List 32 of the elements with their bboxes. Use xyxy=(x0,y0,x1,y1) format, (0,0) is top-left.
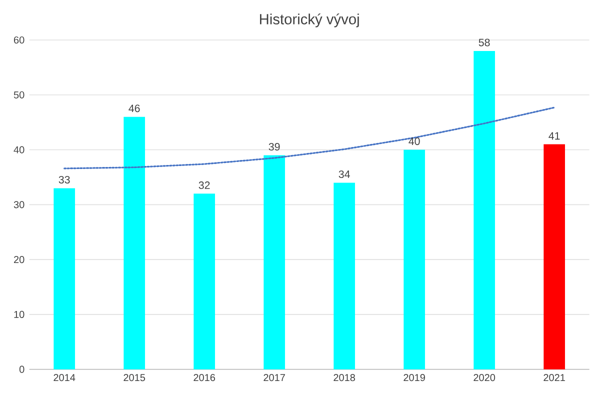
data-label: 32 xyxy=(198,181,210,189)
x-tick-label: 2021 xyxy=(544,374,565,382)
data-label: 34 xyxy=(338,170,350,178)
y-tick-label: 50 xyxy=(14,91,24,98)
x-tick-label: 2014 xyxy=(54,374,76,382)
x-tick-label: 2015 xyxy=(124,374,146,382)
y-tick-label: 40 xyxy=(14,146,24,154)
data-label: 58 xyxy=(478,38,490,46)
y-tick-label: 10 xyxy=(14,310,24,318)
x-tick-label: 2016 xyxy=(194,374,216,382)
y-tick-label: 30 xyxy=(14,201,24,208)
data-label: 40 xyxy=(408,138,420,146)
x-tick-label: 2019 xyxy=(404,374,425,382)
x-tick-label: 2017 xyxy=(264,374,285,382)
chart-title: Historický vývoj xyxy=(260,13,359,28)
bar xyxy=(334,182,355,370)
data-label: 41 xyxy=(548,132,560,140)
bar xyxy=(124,116,146,370)
bar xyxy=(474,50,495,370)
bar xyxy=(544,144,565,370)
y-tick-label: 60 xyxy=(14,36,24,44)
x-tick-label: 2020 xyxy=(474,374,496,382)
bar xyxy=(404,150,425,370)
data-label: 46 xyxy=(128,104,140,112)
x-tick-label: 2018 xyxy=(334,374,356,382)
bar xyxy=(54,188,76,370)
y-tick-label: 0 xyxy=(19,366,24,373)
bar xyxy=(194,194,216,370)
y-tick-label: 20 xyxy=(14,256,24,264)
bar xyxy=(264,155,285,370)
data-label: 33 xyxy=(58,176,70,184)
data-label: 39 xyxy=(268,143,280,151)
